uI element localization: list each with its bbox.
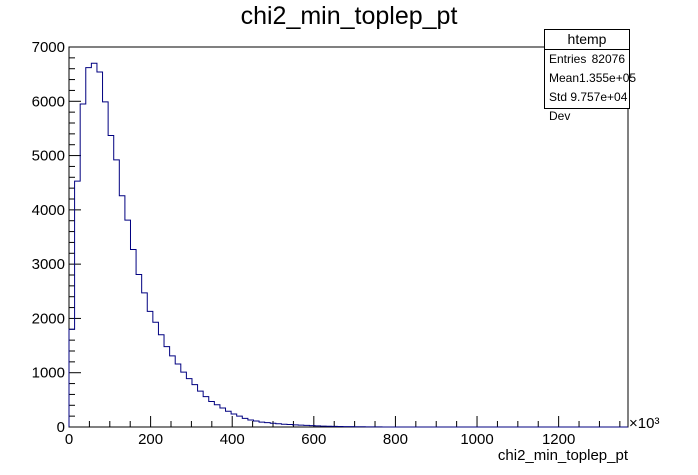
y-tick-label: 5000 (32, 148, 65, 165)
x-tick-label: 0 (65, 431, 73, 448)
x-tick-label: 1000 (460, 431, 493, 448)
stats-row-mean: Mean 1.355e+05 (545, 69, 636, 88)
stats-box-title: htemp (545, 30, 629, 50)
x-tick-label: 1200 (542, 431, 575, 448)
y-tick-label: 4000 (32, 202, 65, 219)
x-axis-exponent: ×10³ (629, 415, 659, 432)
stats-label: Entries (549, 52, 587, 66)
y-tick-label: 7000 (32, 39, 65, 56)
stats-value: 9.757e+04 (570, 90, 628, 104)
y-axis-ticks: 0 1000 2000 3000 4000 5000 6000 7000 (32, 39, 81, 436)
stats-label: Std Dev (549, 90, 571, 123)
y-tick-label: 3000 (32, 256, 65, 273)
x-tick-label: 800 (383, 431, 408, 448)
y-tick-label: 2000 (32, 310, 65, 327)
chart-title: chi2_min_toplep_pt (240, 2, 458, 30)
y-tick-label: 6000 (32, 93, 65, 110)
stats-value: 1.355e+05 (579, 71, 637, 85)
x-tick-label: 600 (301, 431, 326, 448)
stats-row-entries: Entries 82076 (545, 50, 629, 69)
x-axis-title: chi2_min_toplep_pt (498, 447, 629, 464)
histogram-line (68, 62, 628, 428)
x-axis-ticks: 0 200 400 600 800 1000 1200 (65, 416, 621, 448)
x-tick-label: 200 (138, 431, 163, 448)
y-tick-label: 0 (57, 419, 65, 436)
stats-box: htemp Entries 82076 Mean 1.355e+05 Std D… (544, 29, 636, 123)
x-tick-label: 400 (220, 431, 245, 448)
stats-value: 82076 (591, 52, 625, 66)
stats-label: Mean (549, 71, 580, 85)
y-tick-label: 1000 (32, 365, 65, 382)
stats-row-stddev: Std Dev 9.757e+04 (545, 88, 629, 123)
